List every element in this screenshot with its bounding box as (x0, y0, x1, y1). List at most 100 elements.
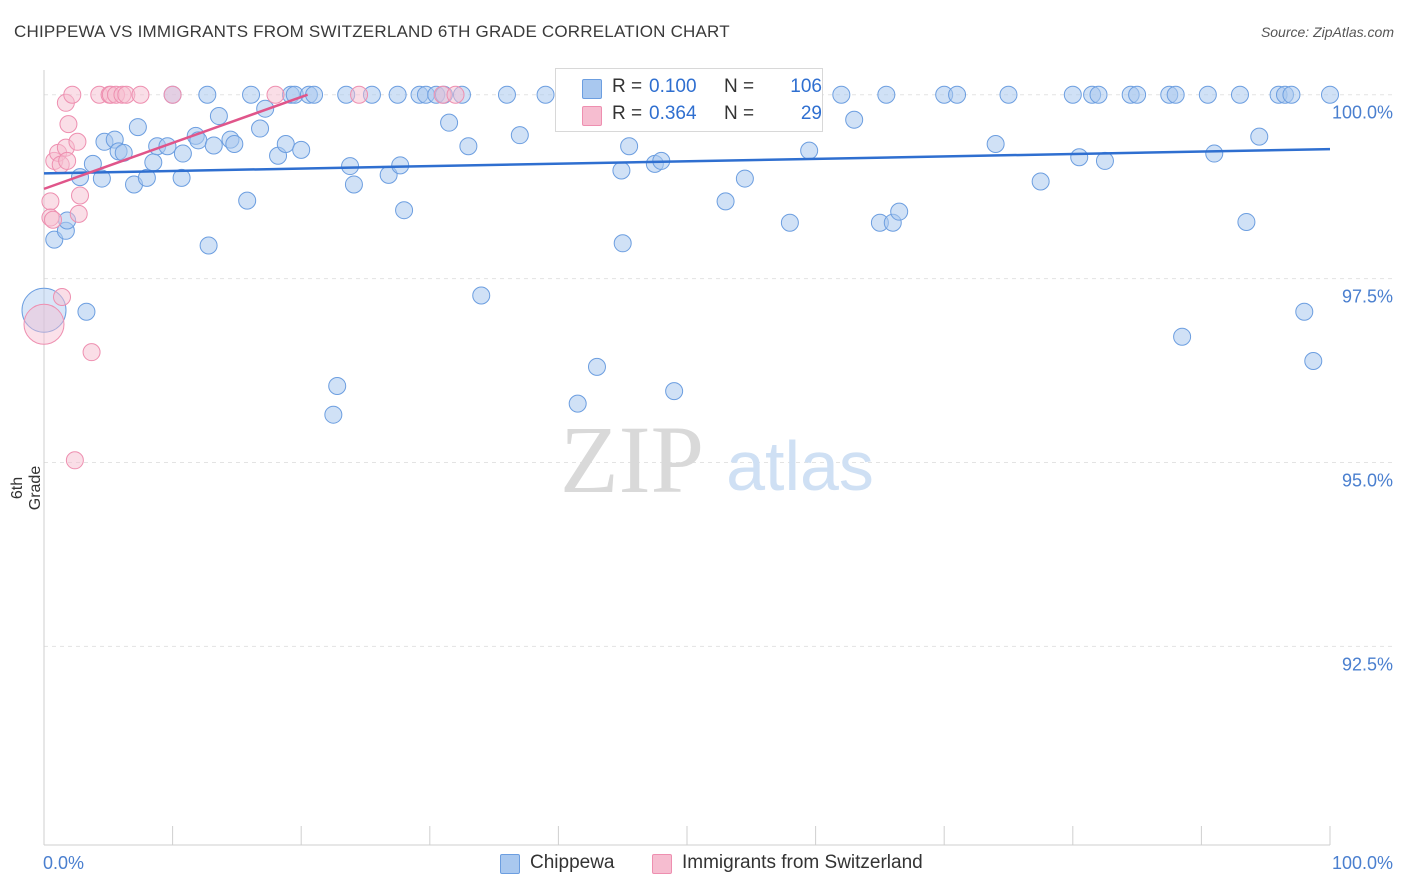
chippewa-point (832, 85, 851, 104)
chippewa-point (1250, 127, 1269, 146)
chippewa-trend-line (43, 147, 1331, 175)
chippewa-point (1095, 151, 1114, 170)
chippewa-point (1063, 85, 1082, 104)
swiss-point (69, 204, 88, 223)
chippewa-point (199, 236, 218, 255)
chippewa-point (536, 85, 555, 104)
chippewa-point (391, 156, 410, 175)
watermark: ZIP atlas (560, 406, 874, 513)
y-tick-label: 100.0% (1332, 103, 1393, 123)
chippewa-point (1282, 85, 1301, 104)
legend-swatch-swiss (582, 106, 602, 126)
series-swatch-swiss (652, 854, 672, 874)
chippewa-point (497, 85, 516, 104)
chippewa-point (1205, 144, 1224, 163)
chippewa-point (324, 405, 343, 424)
chippewa-point (1295, 302, 1314, 321)
chippewa-point (1321, 85, 1339, 104)
chippewa-point (225, 134, 244, 153)
swiss-point (44, 210, 63, 229)
tick-labels: 100.0% 97.5% 95.0% 92.5% 0.0% 100.0% (43, 103, 1393, 873)
legend-n-key: N = (724, 76, 755, 97)
y-axis-label: 6th Grade (9, 465, 44, 511)
chippewa-point (665, 382, 684, 401)
chippewa-point (459, 137, 478, 156)
chippewa-point (1070, 148, 1089, 167)
watermark-atlas: atlas (726, 427, 874, 505)
chippewa-point (620, 137, 639, 156)
chippewa-point (1173, 327, 1192, 346)
chippewa-point (800, 141, 819, 160)
chippewa-point (238, 191, 257, 210)
chippewa-point (1166, 85, 1185, 104)
legend-n-value: 29 (800, 103, 822, 124)
chippewa-point (1089, 85, 1108, 104)
chippewa-point (735, 169, 754, 188)
legend-swatch-chippewa (582, 79, 602, 99)
legend-r-key: R = (612, 76, 643, 97)
chippewa-point (1198, 85, 1217, 104)
chippewa-point (209, 107, 228, 126)
chippewa-point (276, 134, 295, 153)
chippewa-point (204, 136, 223, 155)
chippewa-point (198, 85, 217, 104)
chippewa-point (395, 201, 414, 220)
series-label-swiss: Immigrants from Switzerland (682, 852, 923, 873)
chippewa-point (242, 85, 261, 104)
chippewa-point (305, 85, 324, 104)
chippewa-point (890, 202, 909, 221)
chippewa-point (948, 85, 967, 104)
y-tick-label: 95.0% (1342, 471, 1393, 491)
chippewa-point (172, 168, 191, 187)
chippewa-point (341, 157, 360, 176)
swiss-point (82, 343, 101, 362)
chippewa-point (388, 85, 407, 104)
chippewa-point (292, 140, 311, 159)
swiss-point (23, 303, 65, 345)
chart-title: CHIPPEWA VS IMMIGRANTS FROM SWITZERLAND … (14, 22, 730, 41)
chippewa-point (613, 234, 632, 253)
swiss-point (350, 85, 369, 104)
trend-lines (43, 93, 1331, 191)
swiss-points (23, 85, 465, 470)
chippewa-point (92, 169, 111, 188)
swiss-point (68, 132, 87, 151)
chippewa-point (137, 168, 156, 187)
chippewa-point (144, 153, 163, 172)
chippewa-point (510, 126, 529, 145)
chippewa-point (716, 192, 735, 211)
chippewa-point (440, 113, 459, 132)
y-tick-label: 92.5% (1342, 654, 1393, 674)
chippewa-point (568, 394, 587, 413)
axes (43, 70, 1331, 846)
swiss-point (266, 85, 285, 104)
chippewa-point (986, 134, 1005, 153)
chippewa-point (344, 175, 363, 194)
chart-source: Source: ZipAtlas.com (1260, 24, 1394, 40)
chippewa-point (1230, 85, 1249, 104)
swiss-point (163, 85, 182, 104)
chippewa-point (472, 286, 491, 305)
swiss-point (65, 451, 84, 470)
legend-n-value: 106 (790, 76, 822, 97)
x-tick-label: 100.0% (1332, 853, 1393, 873)
swiss-point (41, 192, 60, 211)
swiss-point (63, 85, 82, 104)
swiss-trend-line (43, 93, 309, 191)
legend-r-key: R = (612, 103, 643, 124)
chippewa-point (1237, 212, 1256, 231)
chippewa-points (21, 85, 1339, 424)
chippewa-point (1128, 85, 1147, 104)
chippewa-point (877, 85, 896, 104)
chippewa-point (999, 85, 1018, 104)
chippewa-point (328, 377, 347, 395)
swiss-point (58, 151, 77, 170)
chippewa-point (128, 118, 147, 137)
chippewa-point (780, 213, 799, 232)
stats-legend: R = 0.100 N = 106 R = 0.364 N = 29 (555, 68, 823, 132)
x-tick-label: 0.0% (43, 853, 84, 873)
legend-n-key: N = (724, 103, 755, 124)
swiss-point (446, 85, 465, 104)
chippewa-point (845, 110, 864, 129)
